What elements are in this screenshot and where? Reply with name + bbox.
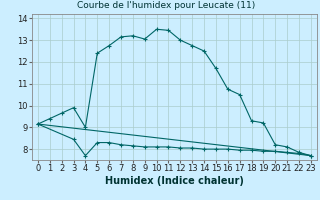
X-axis label: Humidex (Indice chaleur): Humidex (Indice chaleur) [105, 176, 244, 186]
Text: Courbe de l'humidex pour Leucate (11): Courbe de l'humidex pour Leucate (11) [77, 1, 256, 10]
